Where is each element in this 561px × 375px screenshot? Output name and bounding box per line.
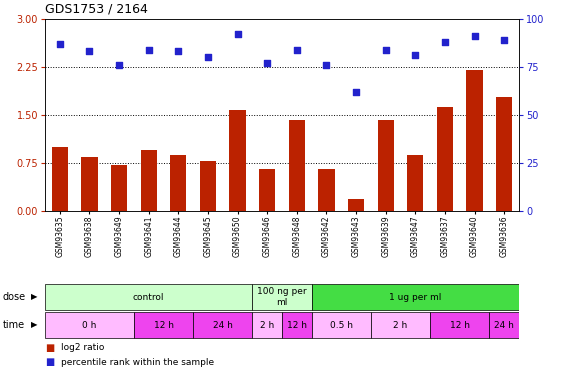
Bar <box>170 154 186 211</box>
Bar <box>81 156 98 211</box>
Point <box>114 62 123 68</box>
Bar <box>348 200 364 211</box>
Bar <box>371 312 430 339</box>
Bar <box>378 120 394 211</box>
Text: 1 ug per ml: 1 ug per ml <box>389 292 442 302</box>
Point <box>85 48 94 54</box>
Bar <box>282 312 311 339</box>
Point <box>381 46 390 53</box>
Point <box>204 54 213 60</box>
Bar <box>252 312 282 339</box>
Bar <box>111 165 127 211</box>
Point <box>263 60 272 66</box>
Point <box>440 39 449 45</box>
Text: ■: ■ <box>45 343 54 353</box>
Bar <box>45 312 134 339</box>
Text: control: control <box>133 292 164 302</box>
Bar <box>134 312 193 339</box>
Text: log2 ratio: log2 ratio <box>61 344 104 352</box>
Point <box>233 31 242 37</box>
Text: 2 h: 2 h <box>393 321 408 330</box>
Text: 0.5 h: 0.5 h <box>330 321 353 330</box>
Text: 12 h: 12 h <box>450 321 470 330</box>
Point <box>174 48 183 54</box>
Point <box>500 37 509 43</box>
Bar <box>259 170 275 211</box>
Bar <box>496 97 512 211</box>
Bar <box>311 312 371 339</box>
Text: dose: dose <box>3 292 26 302</box>
Bar <box>52 147 68 211</box>
Text: 12 h: 12 h <box>287 321 307 330</box>
Text: time: time <box>3 320 25 330</box>
Bar <box>193 312 252 339</box>
Bar <box>318 170 334 211</box>
Text: 100 ng per
ml: 100 ng per ml <box>257 287 307 307</box>
Bar <box>229 110 246 211</box>
Bar <box>252 284 311 310</box>
Text: ■: ■ <box>45 357 54 367</box>
Text: 24 h: 24 h <box>213 321 233 330</box>
Bar <box>437 107 453 211</box>
Bar <box>45 284 252 310</box>
Point <box>292 46 301 53</box>
Text: ▶: ▶ <box>31 321 38 330</box>
Point <box>352 89 361 95</box>
Point <box>322 62 331 68</box>
Point <box>470 33 479 39</box>
Bar <box>407 154 424 211</box>
Point <box>56 41 65 47</box>
Text: 12 h: 12 h <box>154 321 173 330</box>
Text: GDS1753 / 2164: GDS1753 / 2164 <box>45 3 148 16</box>
Text: percentile rank within the sample: percentile rank within the sample <box>61 357 214 366</box>
Bar <box>289 120 305 211</box>
Bar <box>430 312 489 339</box>
Bar <box>466 70 482 211</box>
Text: 0 h: 0 h <box>82 321 96 330</box>
Bar <box>141 150 157 211</box>
Text: 2 h: 2 h <box>260 321 274 330</box>
Bar <box>311 284 519 310</box>
Point <box>411 52 420 58</box>
Text: 24 h: 24 h <box>494 321 514 330</box>
Bar <box>489 312 519 339</box>
Point <box>144 46 153 53</box>
Text: ▶: ▶ <box>31 292 38 302</box>
Bar <box>200 161 216 211</box>
